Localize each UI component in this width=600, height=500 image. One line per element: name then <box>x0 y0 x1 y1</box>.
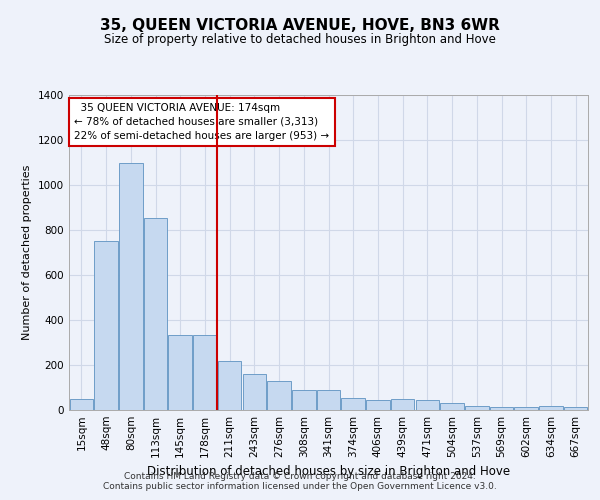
Text: Contains public sector information licensed under the Open Government Licence v3: Contains public sector information licen… <box>103 482 497 491</box>
Bar <box>317 390 340 410</box>
Y-axis label: Number of detached properties: Number of detached properties <box>22 165 32 340</box>
Bar <box>490 406 513 410</box>
Bar <box>440 403 464 410</box>
Text: Contains HM Land Registry data © Crown copyright and database right 2024.: Contains HM Land Registry data © Crown c… <box>124 472 476 481</box>
Bar <box>366 400 389 410</box>
Bar <box>416 400 439 410</box>
Bar <box>514 406 538 410</box>
Bar <box>539 406 563 410</box>
Bar <box>144 218 167 410</box>
Bar <box>70 399 93 410</box>
X-axis label: Distribution of detached houses by size in Brighton and Hove: Distribution of detached houses by size … <box>147 466 510 478</box>
Bar <box>218 360 241 410</box>
Bar <box>193 334 217 410</box>
Bar <box>242 374 266 410</box>
Bar <box>169 334 192 410</box>
Bar <box>564 406 587 410</box>
Bar <box>465 406 488 410</box>
Text: Size of property relative to detached houses in Brighton and Hove: Size of property relative to detached ho… <box>104 32 496 46</box>
Text: 35 QUEEN VICTORIA AVENUE: 174sqm  
← 78% of detached houses are smaller (3,313)
: 35 QUEEN VICTORIA AVENUE: 174sqm ← 78% o… <box>74 103 329 141</box>
Bar <box>391 399 415 410</box>
Bar <box>341 398 365 410</box>
Bar <box>292 390 316 410</box>
Bar <box>94 242 118 410</box>
Bar <box>268 381 291 410</box>
Text: 35, QUEEN VICTORIA AVENUE, HOVE, BN3 6WR: 35, QUEEN VICTORIA AVENUE, HOVE, BN3 6WR <box>100 18 500 32</box>
Bar <box>119 162 143 410</box>
